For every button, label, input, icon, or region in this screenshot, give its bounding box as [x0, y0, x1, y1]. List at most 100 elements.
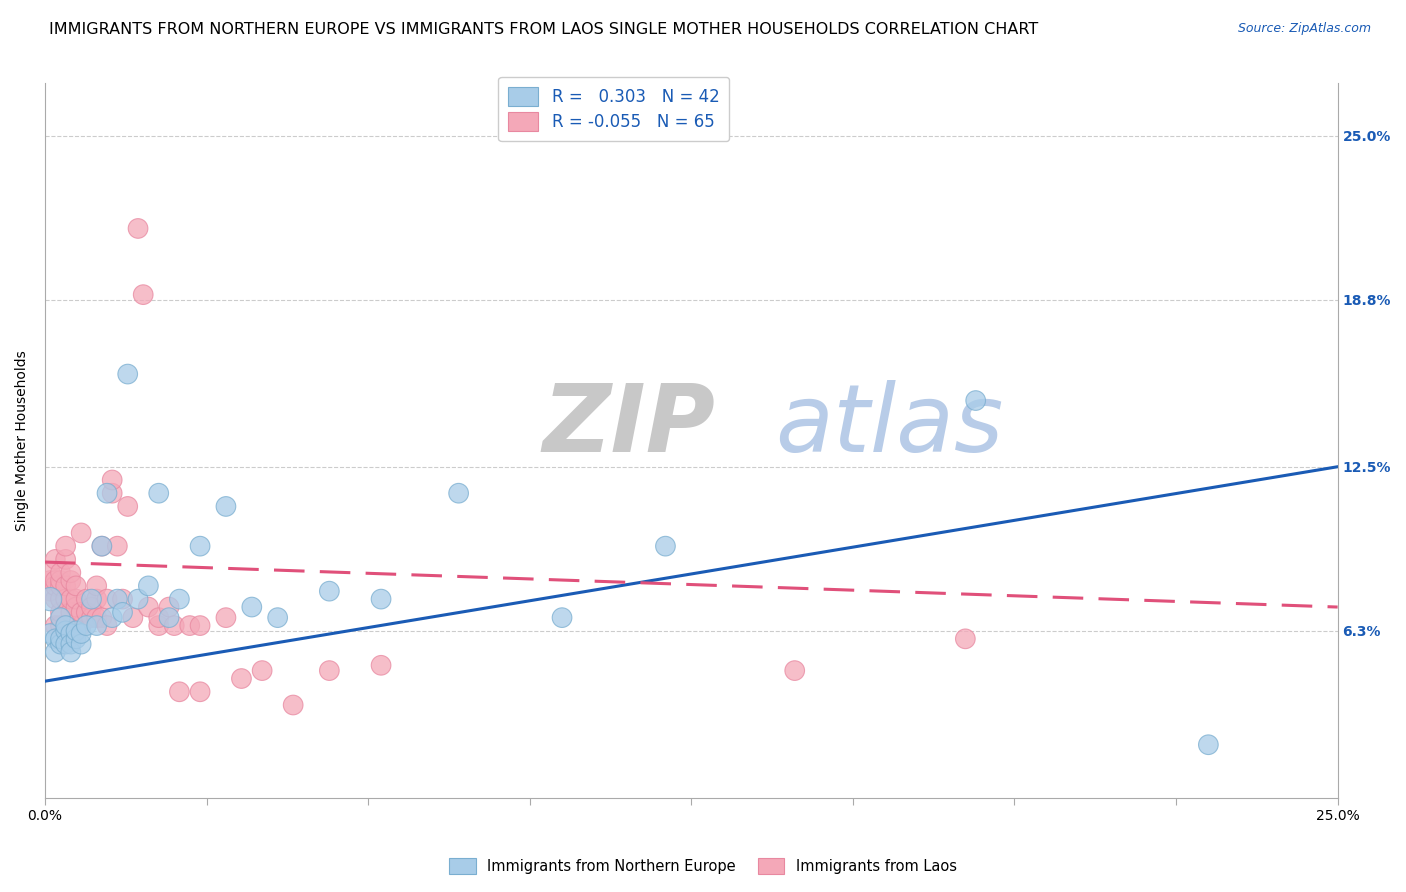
Point: [86, 618, 108, 632]
Text: IMMIGRANTS FROM NORTHERN EUROPE VS IMMIGRANTS FROM LAOS SINGLE MOTHER HOUSEHOLDS: IMMIGRANTS FROM NORTHERN EUROPE VS IMMIG…: [49, 22, 1039, 37]
Point: [65, 592, 87, 607]
Point: [96, 618, 118, 632]
Point: [169, 592, 191, 607]
Point: [188, 618, 211, 632]
Point: [122, 610, 145, 624]
Point: [111, 592, 134, 607]
Point: [55, 624, 77, 638]
Point: [80, 600, 103, 615]
Text: atlas: atlas: [775, 381, 1004, 472]
Point: [551, 610, 574, 624]
Point: [169, 685, 191, 699]
Point: [447, 486, 470, 500]
Point: [783, 664, 806, 678]
Point: [90, 539, 112, 553]
Point: [654, 539, 676, 553]
Point: [75, 592, 97, 607]
Point: [157, 600, 180, 615]
Point: [59, 605, 82, 619]
Point: [111, 605, 134, 619]
Point: [370, 592, 392, 607]
Point: [105, 539, 128, 553]
Point: [55, 618, 77, 632]
Point: [96, 592, 118, 607]
Point: [55, 579, 77, 593]
Point: [39, 592, 62, 607]
Point: [49, 632, 72, 646]
Point: [49, 579, 72, 593]
Point: [44, 632, 66, 646]
Point: [80, 610, 103, 624]
Point: [59, 566, 82, 580]
Point: [55, 592, 77, 607]
Point: [55, 539, 77, 553]
Point: [39, 574, 62, 588]
Point: [148, 610, 170, 624]
Point: [75, 605, 97, 619]
Point: [318, 584, 340, 599]
Point: [44, 579, 66, 593]
Point: [117, 367, 139, 381]
Point: [231, 672, 253, 686]
Text: Source: ZipAtlas.com: Source: ZipAtlas.com: [1237, 22, 1371, 36]
Point: [1197, 738, 1219, 752]
Point: [127, 221, 149, 235]
Point: [49, 618, 72, 632]
Point: [49, 605, 72, 619]
Point: [44, 574, 66, 588]
Point: [70, 525, 93, 540]
Point: [148, 618, 170, 632]
Point: [90, 539, 112, 553]
Point: [157, 610, 180, 624]
Point: [163, 618, 186, 632]
Point: [59, 645, 82, 659]
Point: [39, 566, 62, 580]
Point: [188, 539, 211, 553]
Point: [148, 486, 170, 500]
Point: [127, 592, 149, 607]
Point: [44, 552, 66, 566]
Point: [86, 592, 108, 607]
Point: [65, 624, 87, 638]
Legend: Immigrants from Northern Europe, Immigrants from Laos: Immigrants from Northern Europe, Immigra…: [443, 852, 963, 880]
Point: [965, 393, 987, 408]
Legend: R =   0.303   N = 42, R = -0.055   N = 65: R = 0.303 N = 42, R = -0.055 N = 65: [498, 77, 730, 141]
Point: [59, 626, 82, 640]
Point: [318, 664, 340, 678]
Point: [370, 658, 392, 673]
Point: [132, 287, 155, 301]
Point: [215, 500, 238, 514]
Point: [49, 574, 72, 588]
Point: [75, 618, 97, 632]
Point: [215, 610, 238, 624]
Point: [80, 592, 103, 607]
Point: [250, 664, 273, 678]
Point: [70, 626, 93, 640]
Point: [65, 579, 87, 593]
Point: [59, 592, 82, 607]
Point: [266, 610, 288, 624]
Point: [65, 600, 87, 615]
Point: [240, 600, 263, 615]
Point: [49, 637, 72, 651]
Point: [44, 592, 66, 607]
Point: [90, 610, 112, 624]
Point: [188, 685, 211, 699]
Point: [55, 637, 77, 651]
Point: [101, 610, 124, 624]
Point: [49, 592, 72, 607]
Point: [39, 584, 62, 599]
Point: [955, 632, 977, 646]
Point: [101, 486, 124, 500]
Point: [86, 610, 108, 624]
Point: [39, 626, 62, 640]
Point: [138, 600, 160, 615]
Point: [44, 618, 66, 632]
Point: [96, 486, 118, 500]
Point: [49, 566, 72, 580]
Point: [59, 637, 82, 651]
Point: [86, 579, 108, 593]
Point: [55, 552, 77, 566]
Point: [59, 574, 82, 588]
Point: [105, 592, 128, 607]
